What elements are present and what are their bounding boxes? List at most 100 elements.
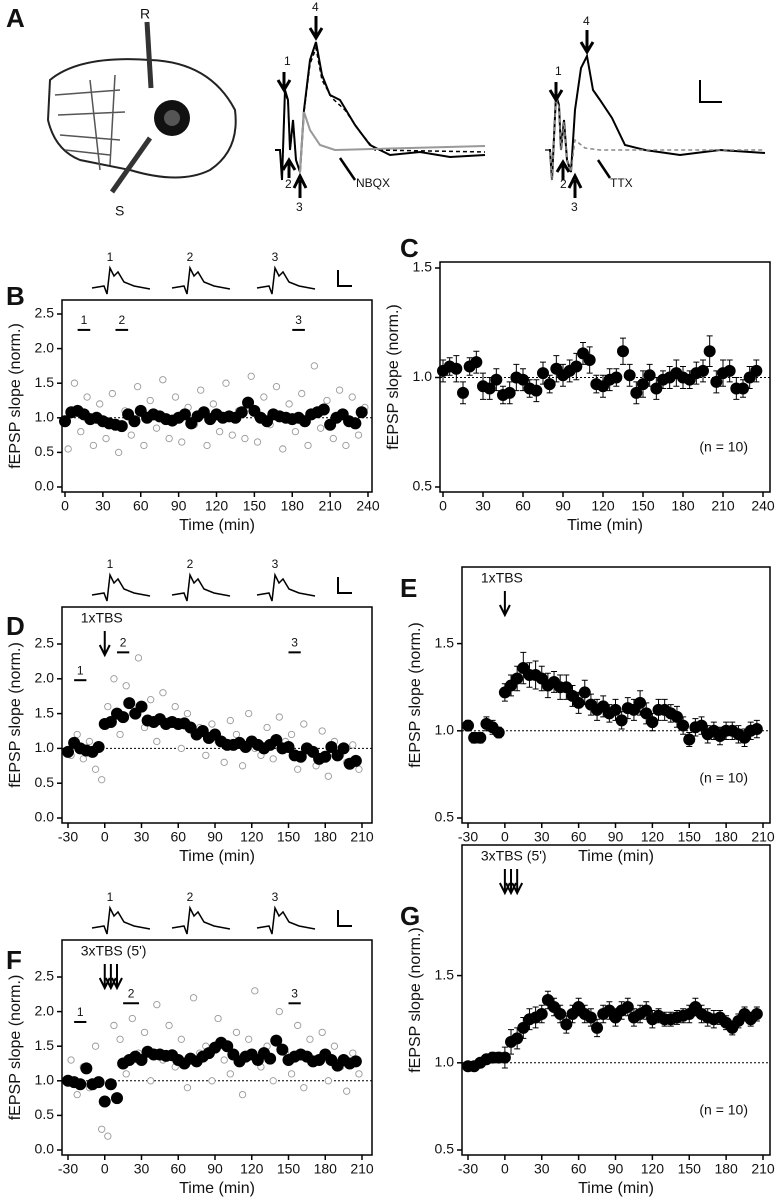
scale-bar	[699, 80, 722, 103]
arrow-label: 3xTBS (5')	[81, 943, 147, 959]
mean-point	[104, 715, 117, 728]
arrow	[338, 157, 357, 181]
y-axis-label: fEPSP slope (norm.)	[385, 304, 402, 450]
raw-point	[214, 1014, 222, 1023]
mean-point	[511, 672, 524, 685]
y-tick-label: 1.5	[35, 374, 55, 390]
raw-point	[354, 431, 363, 439]
raw-point	[67, 1056, 75, 1064]
raw-point	[300, 720, 308, 728]
x-tick-label: 0	[501, 1161, 509, 1177]
n-label: (n = 10)	[699, 770, 748, 786]
period-label: 2	[128, 986, 135, 1000]
scale-bar	[337, 910, 352, 927]
period-label: 1	[81, 313, 88, 327]
y-tick-label: 1.0	[35, 1072, 55, 1088]
trace	[545, 96, 765, 181]
raw-point	[298, 389, 306, 398]
mean-point	[74, 1078, 87, 1091]
y-tick-label: 0.0	[35, 478, 55, 494]
mean-point	[750, 723, 763, 736]
y-tick-label: 0.5	[435, 809, 455, 825]
raw-point	[349, 1049, 357, 1057]
raw-point	[134, 654, 143, 662]
x-tick-label: 180	[714, 829, 738, 845]
y-tick-label: 0.0	[35, 1141, 55, 1157]
y-tick-label: 1.0	[435, 722, 455, 738]
peak-label: 3	[571, 200, 578, 214]
mean-point	[560, 1018, 573, 1031]
mean-point	[80, 1062, 93, 1075]
raw-point	[323, 396, 331, 405]
mean-point	[270, 1034, 283, 1047]
y-axis-label: fEPSP slope (norm.)	[7, 323, 24, 469]
raw-point	[89, 441, 98, 450]
mean-point	[221, 1040, 234, 1053]
arrow	[555, 159, 571, 180]
plot-frame	[61, 939, 373, 1156]
x-tick-label: 120	[641, 829, 665, 845]
fish-eye-inner	[164, 110, 180, 126]
raw-point	[324, 1077, 332, 1085]
x-tick-label: 0	[501, 829, 509, 845]
raw-point	[79, 755, 87, 763]
x-tick-label: 60	[170, 829, 186, 845]
raw-point	[343, 1087, 351, 1095]
mean-point	[584, 1011, 597, 1024]
raw-point	[91, 1042, 100, 1050]
mean-point	[128, 415, 141, 428]
raw-point	[153, 1001, 161, 1009]
x-tick-label: 180	[714, 1161, 738, 1177]
mean-point	[92, 741, 105, 754]
mean-point	[294, 750, 307, 763]
y-tick-label: 0.5	[35, 443, 55, 459]
mean-point	[517, 1021, 530, 1034]
raw-point	[245, 709, 253, 718]
x-axis-label: Time (min)	[179, 517, 255, 534]
inset-label: 1	[107, 890, 114, 904]
electrode	[109, 136, 153, 194]
arrow	[548, 82, 564, 103]
raw-point	[177, 1035, 185, 1043]
arrow	[276, 72, 292, 93]
x-tick-label: 120	[205, 498, 229, 514]
arrow-label: 1xTBS	[81, 610, 123, 626]
inset-trace	[171, 265, 231, 295]
raw-point	[73, 730, 81, 739]
raw-point	[98, 1125, 106, 1133]
x-tick-label: 210	[350, 1161, 374, 1177]
stimulus-arrow	[98, 631, 111, 658]
mean-point	[697, 364, 709, 377]
raw-point	[279, 445, 287, 453]
x-tick-label: 150	[678, 829, 702, 845]
raw-point	[159, 376, 167, 384]
x-tick-label: 240	[356, 498, 380, 514]
raw-point	[310, 362, 318, 370]
raw-point	[146, 396, 154, 405]
raw-point	[329, 434, 337, 443]
raw-point	[247, 372, 255, 380]
inset-label: 2	[187, 557, 194, 571]
raw-point	[300, 1084, 308, 1092]
peak-label: 4	[583, 14, 590, 28]
raw-point	[226, 716, 234, 725]
inset-trace	[256, 265, 316, 295]
mean-point	[98, 1095, 111, 1108]
n-label: (n = 10)	[699, 439, 748, 455]
x-tick-label: 210	[751, 829, 775, 845]
panel-letter: F	[6, 945, 22, 975]
electrode-label: R	[140, 6, 150, 22]
period-label: 3	[291, 986, 298, 1000]
x-tick-label: 60	[571, 829, 587, 845]
y-tick-label: 1.0	[35, 409, 55, 425]
mean-point	[543, 378, 556, 391]
mean-point	[178, 408, 191, 421]
x-tick-label: 120	[641, 1161, 665, 1177]
stimulus-arrow	[498, 591, 511, 618]
mean-point	[117, 711, 130, 724]
raw-point	[202, 751, 210, 760]
peak-label: 3	[296, 200, 303, 214]
mean-point	[621, 1000, 634, 1013]
drug-label: NBQX	[356, 176, 390, 190]
mean-point	[610, 371, 623, 384]
